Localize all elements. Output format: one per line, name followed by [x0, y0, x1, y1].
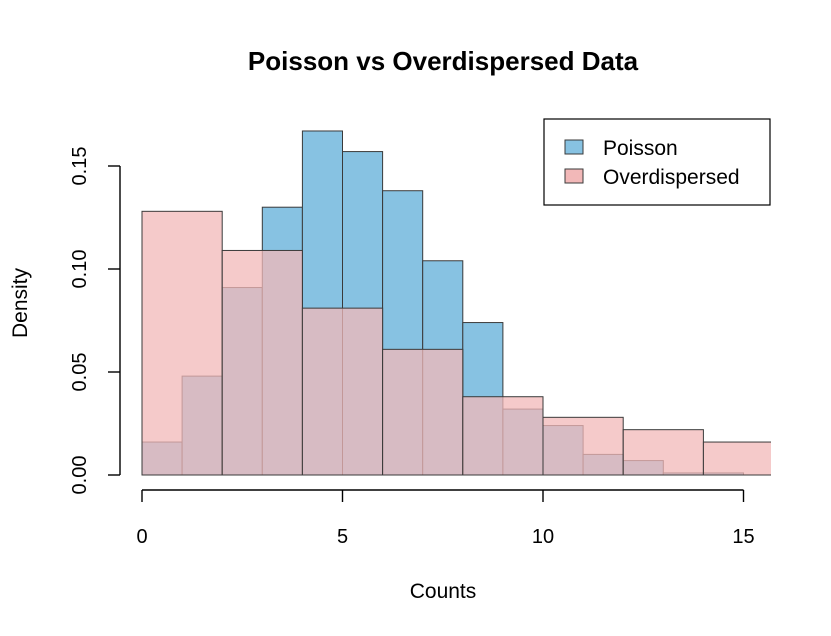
x-tick-label-2: 10 — [532, 526, 554, 548]
overdispersed-bar-6 — [622, 429, 704, 476]
legend-swatch-overdispersed — [564, 168, 584, 184]
x-axis-title: Counts — [410, 580, 477, 603]
x-tick-label-1: 5 — [337, 526, 348, 548]
x-axis: 0 5 10 15 — [136, 489, 755, 548]
overdispersed-bar-0 — [141, 210, 223, 476]
legend-box — [543, 118, 771, 206]
overdispersed-bar-7 — [702, 441, 771, 476]
y-tick-label-0: 0.00 — [69, 456, 91, 495]
legend-swatch-poisson — [564, 139, 584, 155]
overdispersed-bars — [141, 210, 771, 476]
x-tick-label-0: 0 — [136, 526, 147, 548]
y-axis: 0.00 0.05 0.10 0.15 — [69, 147, 121, 495]
x-tick-label-3: 15 — [732, 526, 754, 548]
legend-label-overdispersed: Overdispersed — [603, 166, 740, 189]
overdispersed-bar-5 — [542, 416, 624, 476]
chart-title: Poisson vs Overdispersed Data — [248, 46, 639, 76]
overdispersed-bar-3 — [382, 348, 464, 476]
legend: Poisson Overdispersed — [543, 118, 771, 206]
y-tick-label-1: 0.05 — [69, 353, 91, 392]
legend-label-poisson: Poisson — [603, 137, 678, 160]
y-axis-title: Density — [9, 267, 32, 338]
y-tick-label-3: 0.15 — [69, 147, 91, 186]
overdispersed-bar-4 — [462, 396, 544, 476]
y-tick-label-2: 0.10 — [69, 250, 91, 289]
overdispersed-bar-2 — [301, 307, 384, 476]
overdispersed-bar-1 — [221, 249, 303, 476]
